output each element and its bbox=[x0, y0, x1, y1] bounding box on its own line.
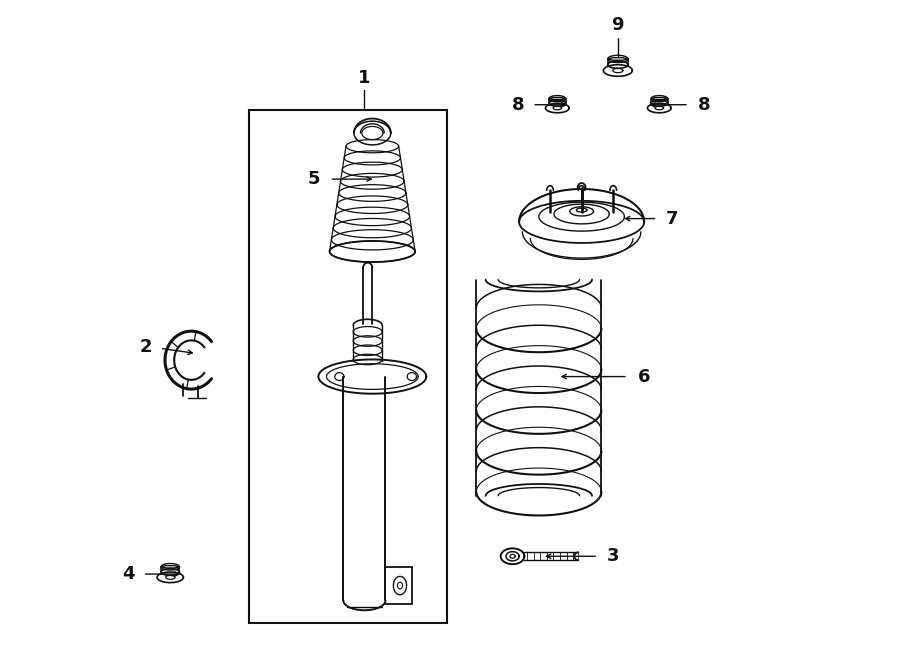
Text: 9: 9 bbox=[612, 17, 624, 34]
Text: 1: 1 bbox=[358, 69, 371, 87]
Text: 2: 2 bbox=[140, 338, 152, 356]
Bar bbox=[249, 110, 446, 623]
Text: 3: 3 bbox=[607, 547, 619, 565]
Text: 6: 6 bbox=[637, 368, 650, 385]
Text: 8: 8 bbox=[512, 96, 525, 114]
Text: 7: 7 bbox=[666, 210, 679, 227]
Text: 5: 5 bbox=[307, 170, 320, 188]
Text: 4: 4 bbox=[122, 565, 135, 583]
Text: 8: 8 bbox=[698, 96, 710, 114]
